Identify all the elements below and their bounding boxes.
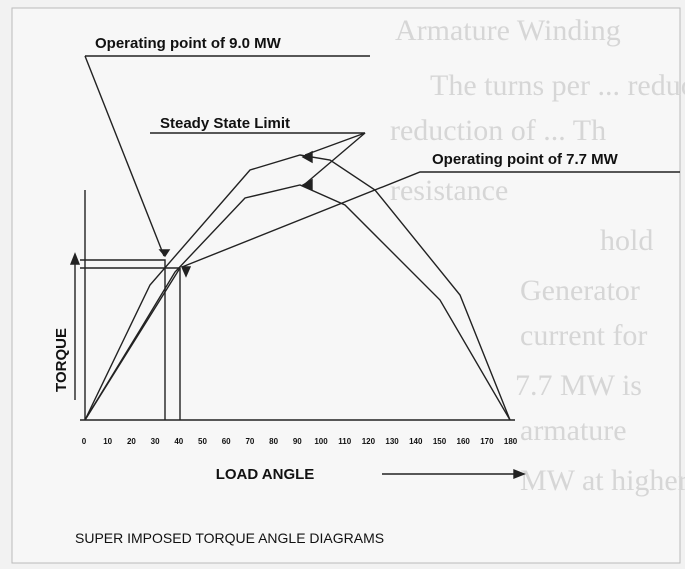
x-axis-label: LOAD ANGLE [216,466,315,483]
background-line: The turns per ... reduc [430,69,685,102]
background-line: MW at higher out [520,464,685,497]
curves [80,150,511,421]
x-tick-label: 50 [198,437,207,446]
x-tick-label: 120 [362,437,376,446]
x-tick-label: 150 [433,437,447,446]
background-line: armature [520,414,627,447]
x-tick-label: 160 [457,437,471,446]
x-tick-label: 180 [504,437,518,446]
title: SUPER IMPOSED TORQUE ANGLE DIAGRAMS [75,530,384,546]
x-tick-label: 40 [174,437,183,446]
x-tick-label: 140 [409,437,423,446]
x-tick-label: 30 [151,437,160,446]
background-line: reduction of ... Th [390,114,606,147]
x-ticks: 0 10 20 30 40 50 60 70 80 90 100 110 120 130 140 150 160… [82,437,518,446]
x-tick-label: 10 [103,437,112,446]
x-tick-label: 60 [222,437,231,446]
x-tick-label: 90 [293,437,302,446]
x-tick-label: 20 [127,437,136,446]
x-tick-label: 80 [269,437,278,446]
x-tick-label: 70 [245,437,254,446]
x-tick-label: 110 [338,437,351,446]
x-tick-label: 130 [385,437,399,446]
background-line: Armature Winding [395,14,621,47]
x-tick-label: 0 [82,437,87,446]
background-line: resistance [390,174,508,207]
annotation: Steady State Limit [160,115,290,132]
background-line: Generator [520,274,640,307]
x-tick-label: 100 [314,437,328,446]
y-axis-label: TORQUE [53,328,70,392]
frame [11,7,681,564]
annotation: Operating point of 9.0 MW [95,35,282,52]
x-tick-label: 170 [480,437,494,446]
background-line: 7.7 MW is [515,369,642,402]
background-line: hold [600,224,653,257]
background-line: current for [520,319,647,352]
axes [69,190,526,480]
annotation: Operating point of 7.7 MW [432,151,619,168]
leader-lines [84,55,680,268]
background-text: Armature Winding The turns per ... reduc r… [390,14,685,497]
